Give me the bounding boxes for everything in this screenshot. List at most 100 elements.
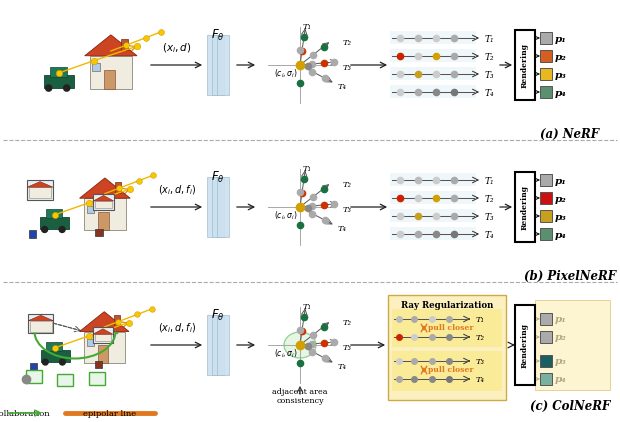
Text: pull closer: pull closer [428,324,474,332]
Bar [217,35,229,95]
Bar [540,313,552,325]
Bar [29,187,51,198]
Bar [217,315,229,375]
Polygon shape [85,35,137,56]
Bar [515,172,535,242]
Bar [115,181,121,193]
Bar [207,315,219,375]
Bar [28,314,53,333]
Text: p₂: p₂ [555,195,567,203]
Text: epipolar line: epipolar line [84,410,136,418]
Text: Rendering: Rendering [521,322,529,368]
Text: (b) PixelNeRF: (b) PixelNeRF [524,270,616,283]
Text: p₁: p₁ [555,176,567,186]
Bar [104,70,115,89]
Bar [84,332,125,363]
Text: p₃: p₃ [555,357,567,366]
Text: $F_\theta$: $F_\theta$ [211,170,225,185]
Bar [45,209,62,219]
Text: T₁: T₁ [485,176,495,186]
Text: adjacent area
consistency: adjacent area consistency [272,388,328,405]
Circle shape [42,359,49,366]
Bar [30,321,51,332]
Text: $F_\theta$: $F_\theta$ [211,308,225,323]
Bar [95,361,102,368]
Text: T₂: T₂ [485,52,495,62]
Text: T₁: T₁ [303,23,312,31]
Text: $(x_i,d,f_i)$: $(x_i,d,f_i)$ [157,322,197,335]
Bar [40,216,69,230]
Bar [46,342,63,351]
Circle shape [41,226,48,233]
Bar [540,331,552,343]
Polygon shape [93,329,113,334]
Bar [212,35,224,95]
Text: p₄: p₄ [555,89,567,97]
Bar [29,230,37,238]
Bar [95,229,102,236]
Bar [87,339,94,346]
Bar [515,30,535,100]
Text: T₂: T₂ [343,39,352,47]
Bar [540,228,552,240]
Bar [41,349,69,362]
Text: $(x_i,d,f_i)$: $(x_i,d,f_i)$ [157,184,197,197]
Text: T₁: T₁ [476,316,485,324]
Text: Rendering: Rendering [521,184,529,230]
Bar [540,210,552,222]
Bar [95,334,111,341]
Text: pull closer: pull closer [428,366,474,374]
Bar [212,177,224,237]
Bar [540,86,552,98]
Bar [540,50,552,62]
Bar [89,372,105,384]
Bar [392,309,502,347]
Text: T₁: T₁ [485,35,495,43]
Text: p₃: p₃ [555,70,567,79]
Text: T₄: T₄ [338,225,347,233]
Bar [44,75,74,88]
Bar [515,305,535,385]
Bar [27,180,53,200]
Text: (c) ColNeRF: (c) ColNeRF [530,400,610,413]
Bar [390,49,476,62]
Circle shape [63,84,71,92]
Bar [390,85,476,98]
Text: T₄: T₄ [485,89,495,97]
Text: T₂: T₂ [476,334,485,342]
Bar [390,31,476,44]
Bar [207,177,219,237]
Text: collaboration: collaboration [0,410,50,418]
Circle shape [45,84,53,92]
Circle shape [59,359,66,366]
Bar [89,56,132,89]
Bar [392,351,502,391]
Text: T₃: T₃ [343,206,352,214]
Polygon shape [94,195,113,201]
Bar [97,345,108,363]
Text: $(x_i,d)$: $(x_i,d)$ [162,41,192,55]
Text: T₄: T₄ [338,83,347,91]
Bar [540,174,552,186]
Bar [535,300,610,390]
Text: T₄: T₄ [476,376,485,384]
Bar [388,295,506,400]
Text: p₃: p₃ [555,213,567,222]
Bar [87,206,94,213]
Text: $(c_i,\sigma_i)$: $(c_i,\sigma_i)$ [274,68,298,81]
Ellipse shape [284,332,316,358]
Bar [217,177,229,237]
Text: $(c_i,\sigma_i)$: $(c_i,\sigma_i)$ [274,348,298,360]
Polygon shape [79,312,129,332]
Bar [390,227,476,240]
Bar [540,192,552,204]
Text: T₁: T₁ [303,165,312,173]
Text: p₁: p₁ [555,35,567,43]
Bar [93,327,113,343]
Bar [390,191,476,204]
Text: T₄: T₄ [338,363,347,371]
Text: T₁: T₁ [303,303,312,311]
Text: T₃: T₃ [343,64,352,72]
Bar [84,198,126,230]
Bar [540,32,552,44]
